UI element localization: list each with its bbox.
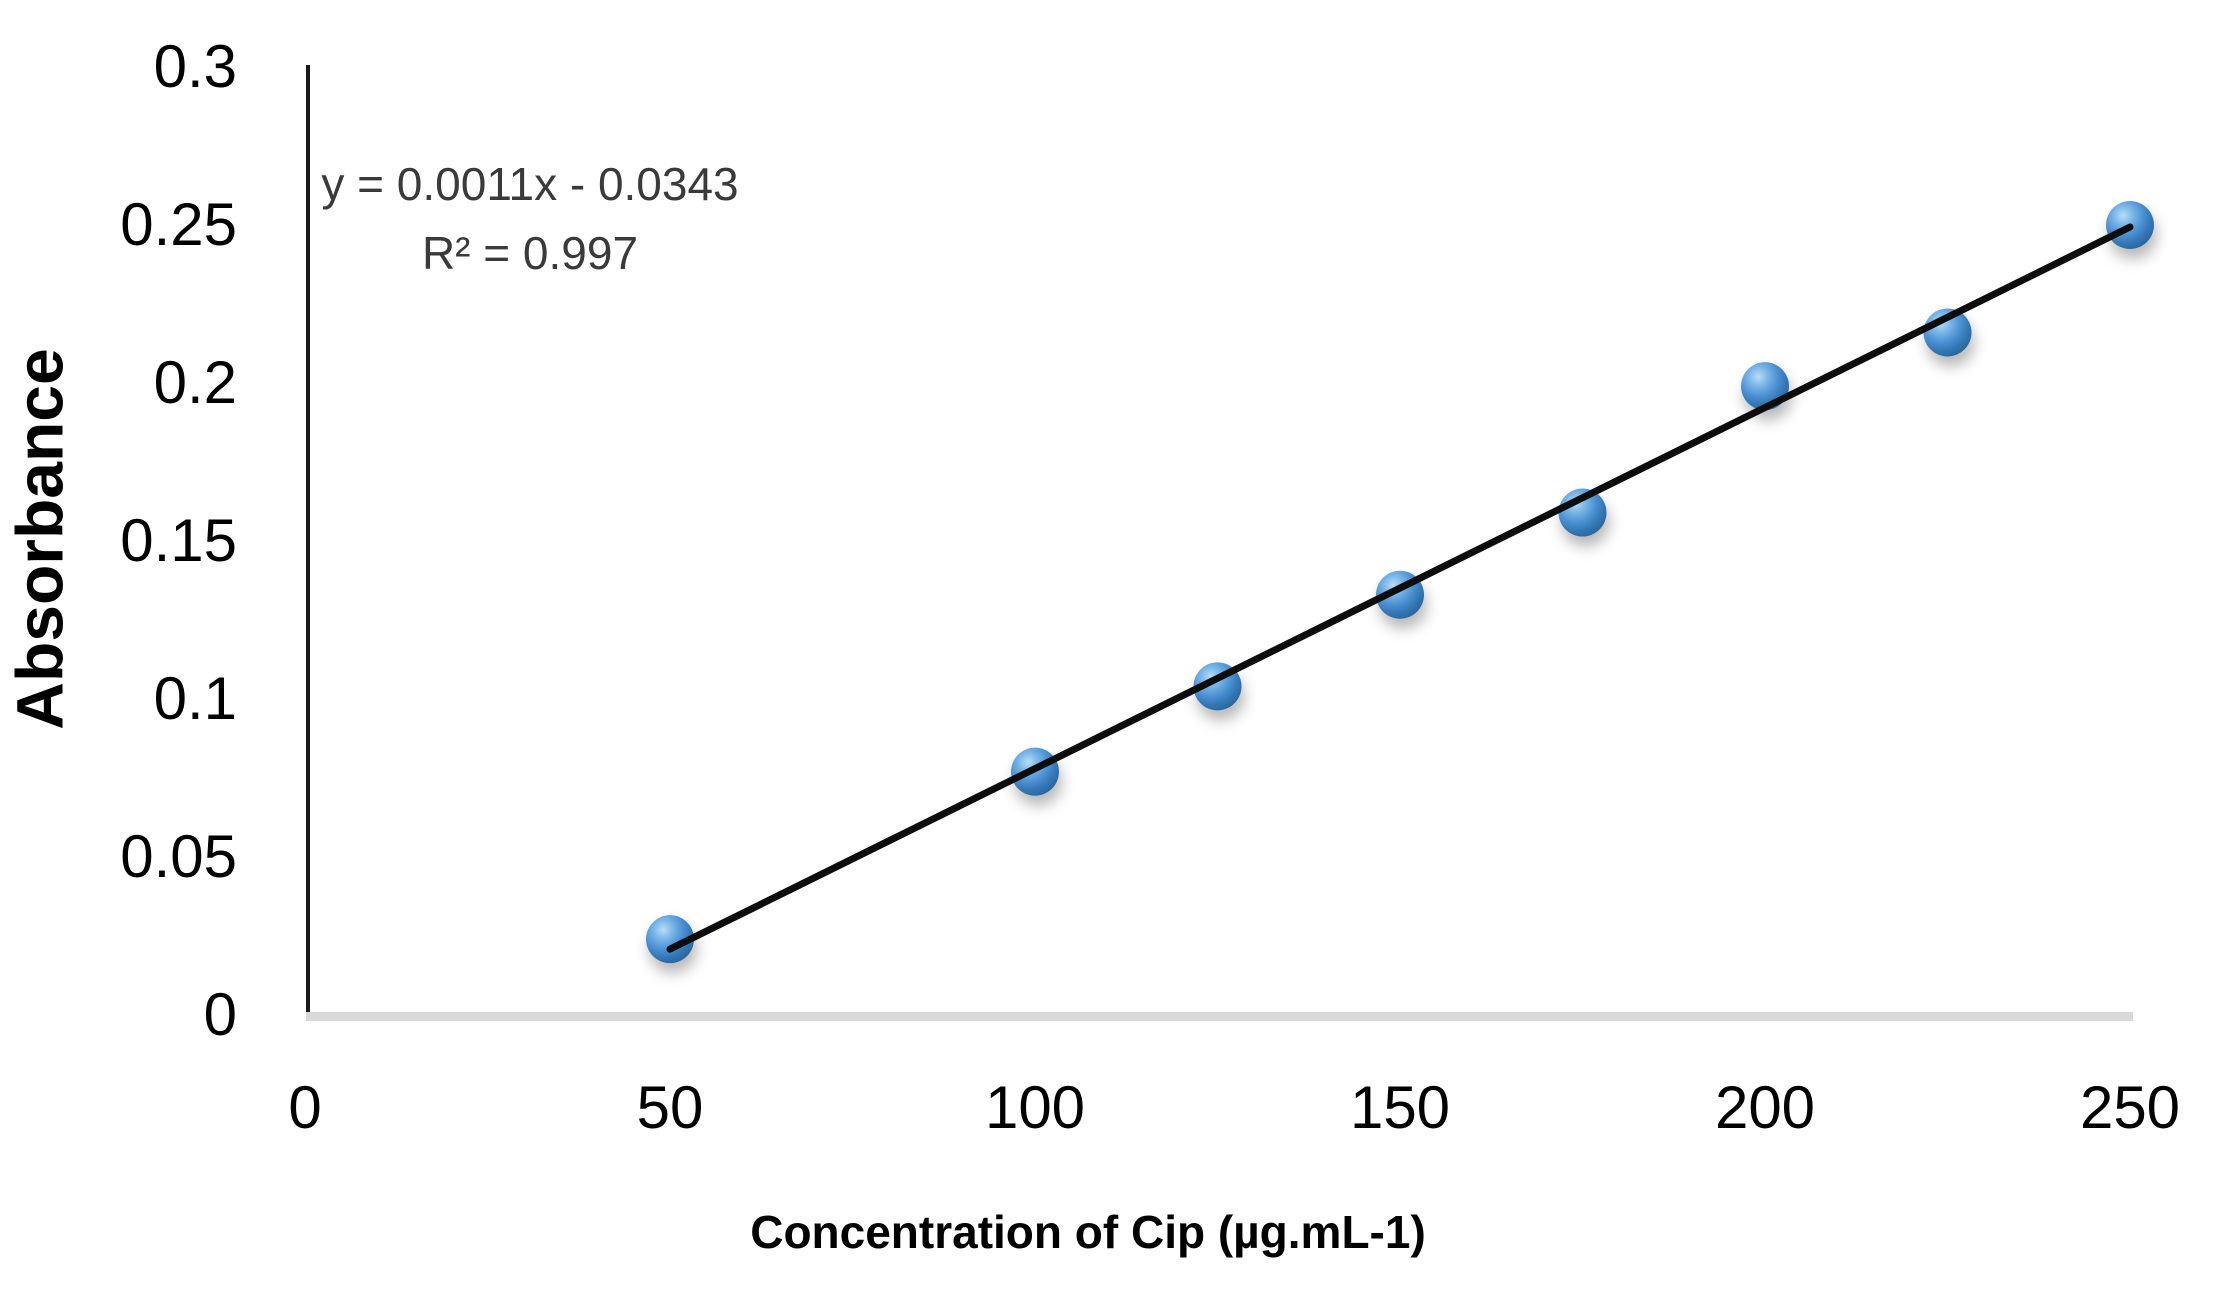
r-squared-label: R² = 0.997 xyxy=(421,227,639,279)
y-tick-label: 0.25 xyxy=(120,191,237,258)
y-tick-label: 0.3 xyxy=(153,33,237,100)
x-tick-label: 50 xyxy=(636,1074,704,1141)
y-axis-title: Absorbance xyxy=(3,348,77,730)
y-tick-label: 0.2 xyxy=(153,349,237,416)
y-tick-label: 0.15 xyxy=(120,507,237,574)
y-tick-label: 0.05 xyxy=(120,823,237,890)
x-tick-label: 150 xyxy=(1349,1074,1451,1141)
y-tick-label: 0 xyxy=(203,981,237,1048)
equation-label: y = 0.0011x - 0.0343 xyxy=(321,158,739,210)
x-axis-line xyxy=(306,1012,2133,1021)
y-tick-label: 0.1 xyxy=(153,665,237,732)
trendline xyxy=(666,223,2134,953)
x-tick-label: 100 xyxy=(984,1074,1086,1141)
data-point xyxy=(646,915,694,964)
x-tick-label: 0 xyxy=(288,1074,322,1141)
x-axis-title: Concentration of Cip (µg.mL-1) xyxy=(750,1206,1426,1258)
y-tick-labels: 0 0.05 0.1 0.15 0.2 0.25 0.3 xyxy=(0,0,237,1304)
x-tick-label: 250 xyxy=(2079,1074,2181,1141)
trendline-equation-block: y = 0.0011x - 0.0343 R² = 0.997 xyxy=(321,150,738,288)
x-tick-label: 200 xyxy=(1714,1074,1816,1141)
y-axis-title-box: Absorbance xyxy=(0,65,80,1013)
y-axis-line xyxy=(306,65,310,1013)
